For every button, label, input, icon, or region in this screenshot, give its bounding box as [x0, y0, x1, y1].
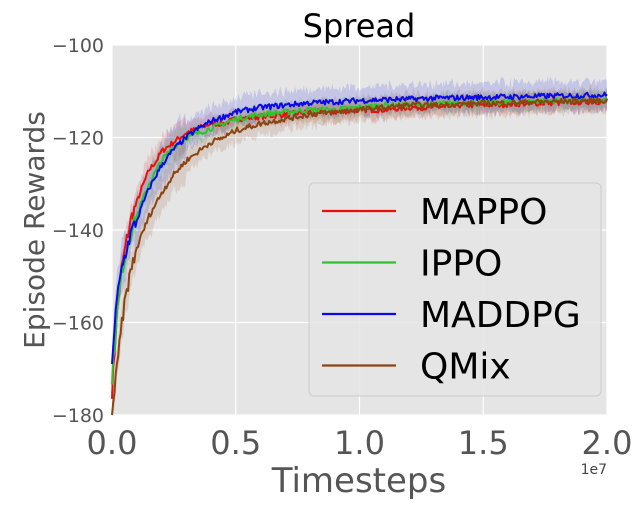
chart-title: Spread: [303, 7, 416, 45]
x-axis-offset-label: 1e7: [581, 462, 607, 478]
y-tick-label-2: −140: [52, 220, 104, 242]
legend-label-maddpg: MADDPG: [420, 295, 581, 336]
x-tick-label-3: 1.5: [458, 424, 509, 462]
line-maddpg: [111, 91, 608, 365]
legend-label-qmix: QMix: [420, 347, 511, 388]
legend: MAPPO IPPO MADDPG QMix: [308, 182, 602, 397]
legend-label-mappo: MAPPO: [420, 192, 547, 233]
x-tick-label-4: 2.0: [582, 424, 633, 462]
y-axis-ticks: −180 −160 −140 −120 −100: [52, 35, 104, 427]
x-tick-label-2: 1.0: [334, 424, 385, 462]
legend-box: [308, 182, 602, 397]
y-tick-label-1: −160: [52, 313, 104, 335]
y-tick-label-0: −180: [52, 405, 104, 427]
x-tick-label-1: 0.5: [210, 424, 261, 462]
x-axis-ticks: 0.0 0.5 1.0 1.5 2.0: [87, 424, 633, 462]
x-axis-label: Timesteps: [271, 461, 446, 501]
y-tick-label-3: −120: [52, 128, 104, 150]
series-lines: [111, 91, 608, 416]
x-tick-label-0: 0.0: [87, 424, 138, 462]
y-tick-label-4: −100: [52, 35, 104, 57]
line-qmix: [111, 97, 608, 416]
legend-label-ippo: IPPO: [420, 244, 502, 285]
y-axis-label: Episode Rewards: [18, 111, 51, 349]
